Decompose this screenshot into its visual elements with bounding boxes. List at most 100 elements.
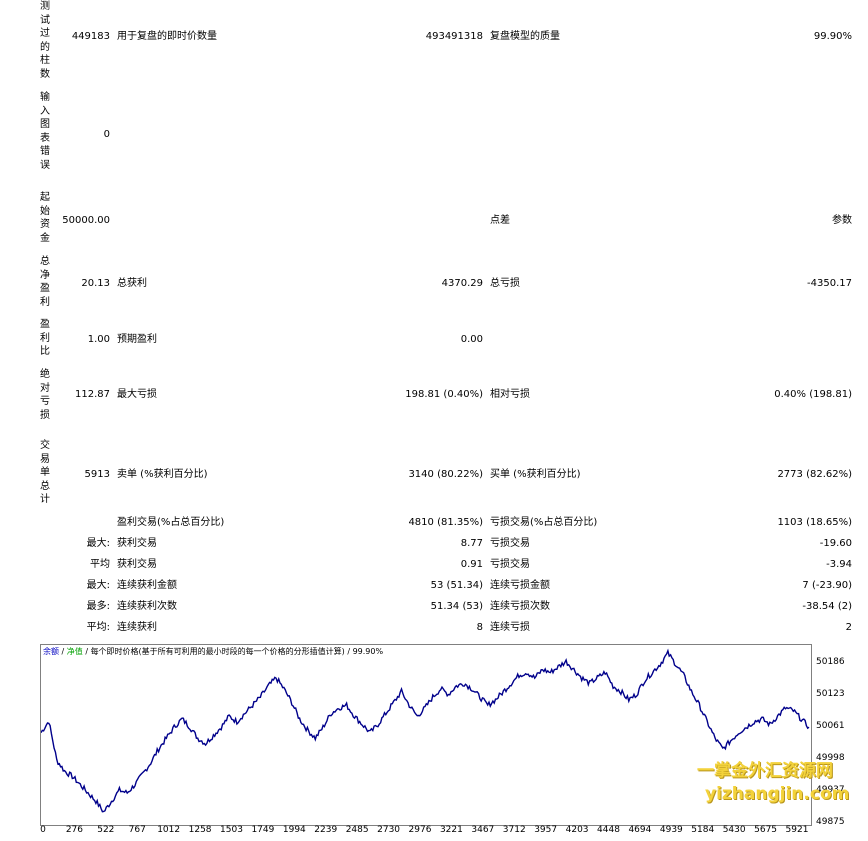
max-consecutive-losses-label: 连续亏损金额: [490, 580, 550, 591]
x-tick-label: 5675: [754, 825, 778, 835]
gross-profit-value: 4370.29: [441, 278, 483, 289]
average-profit-value: 0.91: [460, 559, 483, 570]
y-tick-label: 50186: [816, 657, 845, 667]
legend-balance: 余额: [43, 647, 59, 656]
spread-label: 点差: [490, 215, 510, 226]
initial-deposit-value: 50000.00: [62, 215, 110, 226]
expected-payoff-value: 0.00: [460, 334, 483, 345]
average-consecutive-prefix: 平均:: [86, 622, 110, 633]
bars-tested-label: 测试过的柱数: [40, 1, 50, 80]
largest-prefix: 最大:: [86, 538, 110, 549]
x-tick-label: 767: [128, 825, 146, 835]
max-consecutive-wins-label: 连续获利金额: [117, 580, 177, 591]
x-tick-label: 1994: [282, 825, 306, 835]
legend-equity: 净值: [66, 647, 83, 656]
x-tick-label: 1012: [157, 825, 181, 835]
profit-factor-value: 1.00: [87, 334, 110, 345]
x-tick-label: 3221: [439, 825, 463, 835]
y-tick-label: 50123: [816, 689, 845, 699]
spread-value: 参数: [832, 215, 852, 226]
x-tick-label: 4448: [597, 825, 620, 835]
y-tick-label: 50061: [816, 721, 845, 731]
largest-loss-value: -19.60: [819, 538, 852, 549]
max-consecutive-losses-value: 7 (-23.90): [802, 580, 852, 591]
y-tick-label: 49998: [816, 753, 845, 763]
long-positions-value: 2773 (82.62%): [777, 469, 852, 480]
profit-trades-label: 盈利交易(%占总百分比): [117, 517, 225, 528]
balance-chart: [40, 644, 812, 826]
net-profit-value: 20.13: [81, 278, 110, 289]
balance-chart-svg: [40, 648, 810, 813]
x-tick-label: 1749: [251, 825, 275, 835]
average-loss-label: 亏损交易: [490, 559, 530, 570]
x-tick-label: 276: [65, 825, 83, 835]
total-trades-label: 交易单总计: [40, 440, 50, 506]
largest-profit-value: 8.77: [460, 538, 483, 549]
loss-trades-label: 亏损交易(%占总百分比): [490, 517, 598, 528]
largest-profit-label: 获利交易: [117, 538, 157, 549]
modelling-quality-value: 99.90%: [813, 31, 852, 42]
x-tick-label: 0: [40, 825, 46, 835]
maximal-drawdown-label: 最大亏损: [117, 389, 157, 400]
x-tick-label: 2485: [345, 825, 369, 835]
absolute-drawdown-value: 112.87: [75, 389, 110, 400]
x-tick-label: 4203: [565, 825, 589, 835]
largest-loss-label: 亏损交易: [490, 538, 530, 549]
strategy-report: 测试过的柱数 449183 用于复盘的即时价数量 493491318 复盘模型的…: [40, 1, 852, 633]
x-tick-label: 5430: [722, 825, 746, 835]
y-tick-label: 49875: [816, 817, 845, 827]
long-positions-label: 买单 (%获利百分比): [490, 469, 581, 480]
y-tick-label: 49937: [816, 785, 845, 795]
x-tick-label: 2239: [314, 825, 338, 835]
net-profit-label: 总净盈利: [40, 256, 50, 308]
total-trades-value: 5913: [84, 469, 110, 480]
average-consecutive-wins-label: 连续获利: [117, 622, 157, 633]
maximal-consecutive-loss-value: -38.54 (2): [802, 601, 852, 612]
x-tick-label: 5184: [691, 825, 715, 835]
x-tick-label: 3957: [534, 825, 558, 835]
balance-series-line: [40, 648, 810, 813]
average-consecutive-wins-value: 8: [476, 622, 483, 633]
average-profit-label: 获利交易: [117, 559, 157, 570]
gross-profit-label: 总获利: [117, 278, 147, 289]
relative-drawdown-value: 0.40% (198.81): [774, 389, 852, 400]
x-tick-label: 2976: [408, 825, 432, 835]
mismatched-label: 输入图表错误: [40, 92, 50, 171]
max-consecutive-wins-value: 53 (51.34): [430, 580, 483, 591]
loss-trades-value: 1103 (18.65%): [777, 517, 852, 528]
ticks-modelled-label: 用于复盘的即时价数量: [117, 31, 217, 42]
average-loss-value: -3.94: [826, 559, 852, 570]
x-tick-label: 5921: [785, 825, 809, 835]
average-consecutive-losses-value: 2: [845, 622, 852, 633]
maximal-consecutive-profit-label: 连续获利次数: [117, 601, 177, 612]
ticks-modelled-value: 493491318: [425, 31, 483, 42]
short-positions-value: 3140 (80.22%): [408, 469, 483, 480]
watermark-url: yizhangjin.com: [705, 784, 850, 804]
profit-factor-label: 盈利比: [40, 319, 50, 358]
expected-payoff-label: 预期盈利: [117, 334, 157, 345]
maximal-consecutive-profit-value: 51.34 (53): [430, 601, 483, 612]
chart-legend: 余额 / 净值 / 每个即时价格(基于所有可利用的最小时段的每一个价格的分形插值…: [43, 646, 383, 657]
maximal-consecutive-loss-label: 连续亏损次数: [490, 601, 550, 612]
profit-trades-value: 4810 (81.35%): [408, 517, 483, 528]
absolute-drawdown-label: 绝对亏损: [40, 369, 50, 421]
watermark-title: 一掌金外汇资源网: [697, 761, 833, 781]
x-tick-label: 2730: [377, 825, 401, 835]
max-consecutive-prefix: 最大:: [86, 580, 110, 591]
x-tick-label: 4939: [659, 825, 683, 835]
average-prefix: 平均: [90, 559, 110, 570]
x-tick-label: 3712: [502, 825, 526, 835]
x-tick-label: 4694: [628, 825, 652, 835]
average-consecutive-losses-label: 连续亏损: [490, 622, 530, 633]
modelling-quality-label: 复盘模型的质量: [490, 31, 560, 42]
legend-description: / 每个即时价格(基于所有可利用的最小时段的每一个价格的分形插值计算) / 99…: [82, 647, 384, 656]
maximal-drawdown-value: 198.81 (0.40%): [405, 389, 483, 400]
initial-deposit-label: 起始资金: [40, 192, 50, 244]
short-positions-label: 卖单 (%获利百分比): [117, 469, 208, 480]
bars-tested-value: 449183: [71, 31, 110, 42]
mismatched-value: 0: [103, 129, 110, 140]
legend-separator: /: [59, 647, 67, 656]
maximal-consecutive-prefix: 最多:: [86, 601, 110, 612]
gross-loss-label: 总亏损: [490, 278, 520, 289]
relative-drawdown-label: 相对亏损: [490, 389, 530, 400]
